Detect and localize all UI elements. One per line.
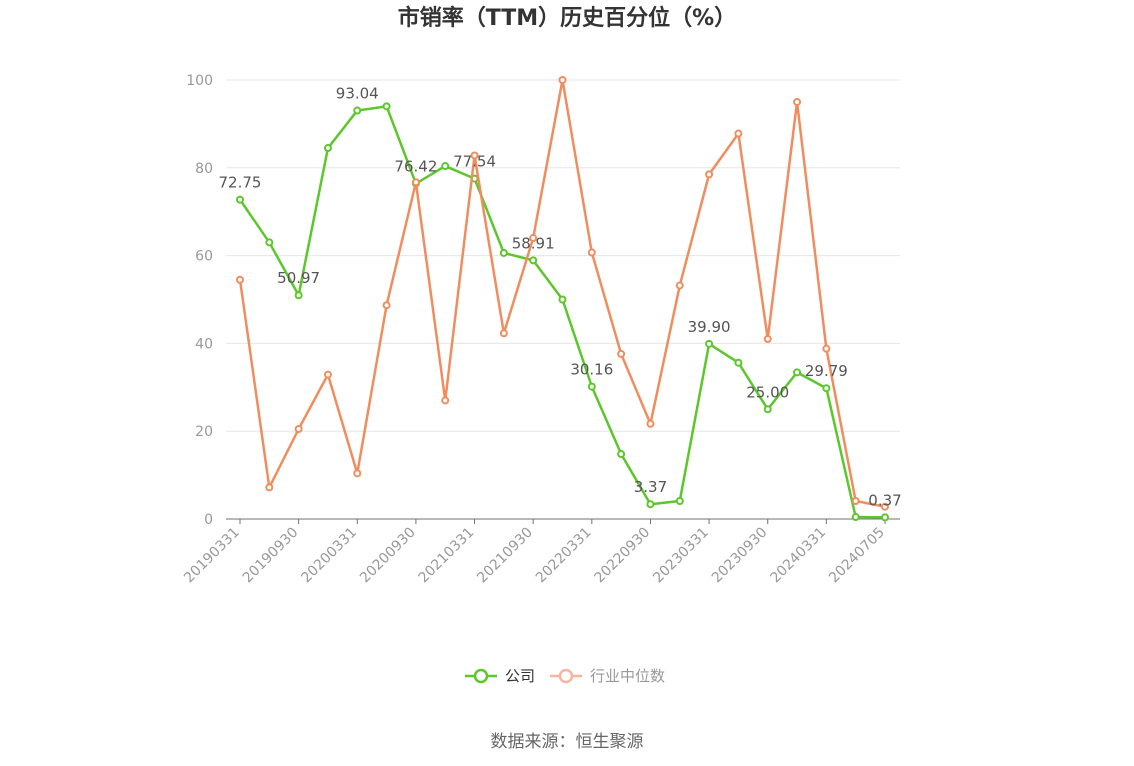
y-tick-label-60: 60 (195, 249, 213, 265)
legend: 公司 行业中位数 (465, 667, 665, 685)
legend-label-0: 公司 (505, 667, 535, 685)
series-1-point-10 (529, 234, 538, 243)
series-1-point-8 (470, 151, 479, 160)
series-1-point-4 (353, 469, 362, 478)
data-label-6: 76.42 (394, 158, 437, 176)
series-0-point-18 (763, 405, 772, 414)
series-0-point-13 (617, 450, 626, 459)
series-1-point-7 (441, 396, 450, 405)
series-1-point-5 (382, 301, 391, 310)
series-0-point-2 (294, 291, 303, 300)
series-line-1 (238, 78, 886, 508)
series-0-point-22 (881, 513, 889, 522)
x-tick-label-20230930: 20230930 (709, 525, 771, 587)
series-1-point-18 (763, 335, 772, 344)
label-layer: 72.75 50.97 93.04 76.42 77.54 58.91 30.16 3.37 3… (219, 85, 902, 510)
x-tick-label-20230331: 20230331 (650, 525, 712, 587)
x-tick-label-20190331: 20190331 (181, 525, 243, 587)
series-0-point-21 (851, 513, 860, 522)
legend-marker-1 (558, 668, 574, 684)
data-label-18: 25.00 (746, 383, 789, 401)
series-0-point-11 (558, 295, 567, 304)
data-label-8: 77.54 (453, 153, 496, 171)
data-label-14: 3.37 (634, 478, 667, 496)
series-0-point-16 (705, 339, 714, 348)
y-tick-label-40: 40 (195, 336, 213, 352)
legend-label-1: 行业中位数 (590, 667, 665, 685)
y-tick-label-20: 20 (195, 424, 213, 440)
series-0-point-19 (793, 368, 802, 377)
x-tick-label-20220331: 20220331 (533, 525, 595, 587)
series-1-point-12 (587, 248, 596, 257)
y-tick-label-0: 0 (204, 512, 213, 528)
series-1-point-20 (822, 344, 831, 353)
series-0-point-1 (265, 238, 274, 247)
x-tick-label-20210930: 20210930 (474, 525, 536, 587)
series-0-point-3 (323, 144, 332, 153)
data-label-20: 29.79 (805, 362, 848, 380)
series-0-point-17 (734, 358, 743, 367)
series-1-point-11 (558, 76, 567, 84)
series-layer (236, 76, 889, 522)
series-0-point-5 (382, 102, 391, 111)
series-0-point-20 (822, 384, 831, 393)
series-0-point-14 (646, 500, 655, 509)
series-1-point-2 (294, 425, 303, 434)
data-label-0: 72.75 (219, 174, 262, 192)
y-tick-label-80: 80 (195, 161, 213, 177)
legend-item-0: 公司 (465, 667, 535, 685)
data-label-22: 0.37 (868, 491, 901, 509)
data-label-2: 50.97 (277, 269, 320, 287)
series-1-point-3 (323, 370, 332, 379)
legend-marker-0 (473, 668, 489, 684)
x-tick-label-20240331: 20240331 (767, 525, 829, 587)
data-label-16: 39.90 (688, 318, 731, 336)
series-0-point-9 (499, 248, 508, 257)
series-1-point-22 (881, 502, 889, 511)
series-0-point-12 (587, 382, 596, 391)
source-text: 数据来源：恒生聚源 (491, 732, 644, 752)
x-tick-label-20220930: 20220930 (592, 525, 654, 587)
series-0-point-7 (441, 162, 450, 171)
series-1-point-9 (499, 329, 508, 338)
x-tick-label-20200331: 20200331 (298, 525, 360, 587)
series-1-point-19 (793, 97, 802, 106)
x-tick-label-20240705: 20240705 (826, 525, 888, 587)
series-1-point-17 (734, 129, 743, 138)
data-label-10: 58.91 (512, 234, 555, 252)
data-label-4: 93.04 (336, 85, 379, 103)
series-0-point-15 (675, 497, 684, 506)
x-tick-label-20200930: 20200930 (357, 525, 419, 587)
chart-title: 市销率（TTM）历史百分位（%） (398, 5, 736, 31)
legend-item-1: 行业中位数 (550, 667, 665, 685)
series-1-point-0 (236, 275, 244, 284)
series-1-point-15 (675, 281, 684, 290)
x-tick-label-20190930: 20190930 (240, 525, 302, 587)
series-1-point-14 (646, 419, 655, 428)
series-1-point-16 (705, 170, 714, 179)
series-0-point-10 (529, 256, 538, 265)
series-1-point-1 (265, 483, 274, 492)
x-tick-label-20210331: 20210331 (416, 525, 478, 587)
series-0-point-0 (236, 195, 244, 204)
series-1-point-13 (617, 349, 626, 358)
series-0-point-4 (353, 106, 362, 115)
series-1-point-21 (851, 497, 860, 506)
series-1-point-6 (411, 178, 420, 187)
y-tick-label-100: 100 (186, 73, 213, 89)
data-label-12: 30.16 (570, 361, 613, 379)
